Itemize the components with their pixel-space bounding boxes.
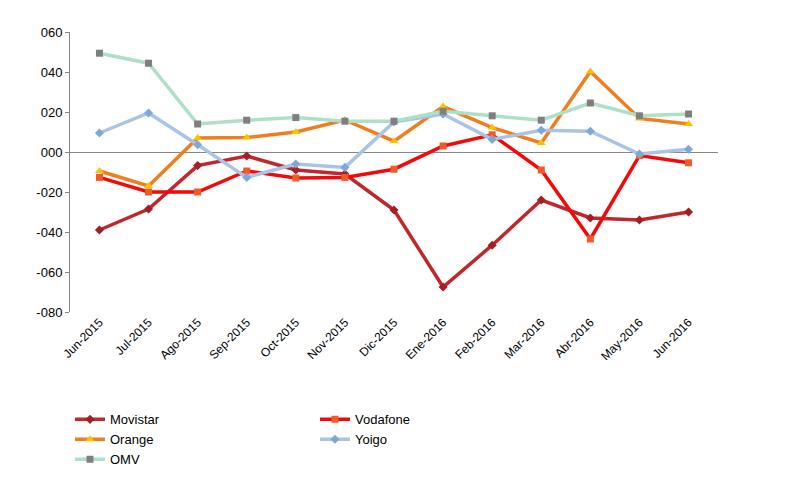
svg-text:-080: -080 xyxy=(36,305,62,320)
svg-text:Sep-2015: Sep-2015 xyxy=(206,315,253,362)
svg-text:Nov-2015: Nov-2015 xyxy=(305,315,352,362)
svg-text:May-2016: May-2016 xyxy=(598,315,646,363)
svg-text:Yoigo: Yoigo xyxy=(355,432,387,447)
svg-text:Movistar: Movistar xyxy=(110,412,160,427)
svg-text:020: 020 xyxy=(41,105,63,120)
svg-text:Jun-2016: Jun-2016 xyxy=(650,315,696,361)
svg-text:-060: -060 xyxy=(36,265,62,280)
svg-text:000: 000 xyxy=(41,145,63,160)
svg-text:Dic-2015: Dic-2015 xyxy=(357,315,401,359)
svg-text:-020: -020 xyxy=(36,185,62,200)
svg-text:-040: -040 xyxy=(36,225,62,240)
svg-text:Oct-2015: Oct-2015 xyxy=(257,315,302,360)
svg-text:Jun-2015: Jun-2015 xyxy=(61,315,107,361)
svg-text:Jul-2015: Jul-2015 xyxy=(112,315,155,358)
svg-text:Ago-2015: Ago-2015 xyxy=(157,315,204,362)
svg-text:OMV: OMV xyxy=(110,452,140,467)
svg-text:Feb-2016: Feb-2016 xyxy=(452,315,498,361)
svg-text:Vodafone: Vodafone xyxy=(355,412,410,427)
svg-text:Abr-2016: Abr-2016 xyxy=(552,315,597,360)
svg-text:Mar-2016: Mar-2016 xyxy=(501,315,547,361)
svg-text:Orange: Orange xyxy=(110,432,153,447)
svg-text:040: 040 xyxy=(41,65,63,80)
svg-text:060: 060 xyxy=(41,25,63,40)
svg-text:Ene-2016: Ene-2016 xyxy=(403,315,450,362)
